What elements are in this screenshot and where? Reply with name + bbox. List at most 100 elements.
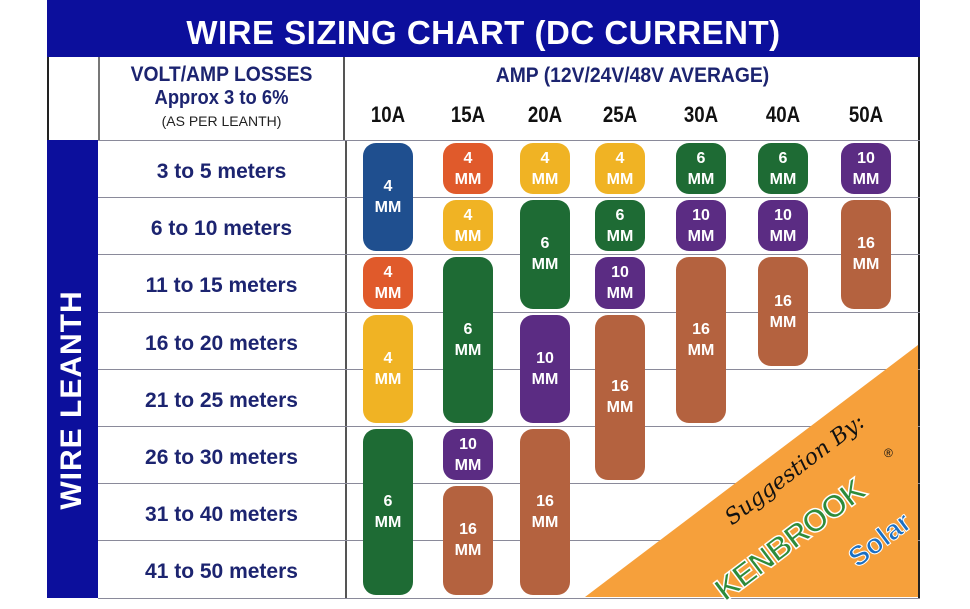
wire-size-value: 4 [383, 263, 393, 281]
row-label: 26 to 30 meters [145, 446, 298, 469]
row-header-line1: VOLT/AMP LOSSES [130, 63, 313, 86]
wire-size-cell: 10 MM [443, 429, 493, 481]
row-label: 6 to 10 meters [150, 217, 293, 241]
wire-size-unit: MM [374, 199, 402, 217]
wire-size-unit: MM [454, 342, 482, 360]
wire-size-unit: MM [374, 370, 402, 388]
wire-size-cell: 6 MM [676, 143, 726, 195]
row-divider [98, 426, 920, 427]
wire-size-unit: MM [852, 170, 880, 188]
wire-size-cell: 4 MM [595, 143, 645, 195]
wire-size-unit: MM [606, 170, 634, 188]
wire-size-unit: MM [606, 284, 634, 302]
wire-size-value: 16 [536, 492, 554, 510]
wire-size-cell: 4 MM [443, 200, 493, 252]
wire-size-unit: MM [531, 370, 559, 388]
wire-size-value: 4 [463, 149, 473, 167]
row-label: 11 to 15 meters [145, 274, 298, 298]
wire-size-cell: 6 MM [363, 429, 413, 595]
wire-size-cell: 16 MM [676, 257, 726, 423]
wire-size-cell: 10 MM [595, 257, 645, 309]
column-label: 10A [370, 102, 406, 127]
wire-size-unit: MM [374, 284, 402, 302]
wire-size-cell: 10 MM [758, 200, 808, 252]
row-divider [98, 140, 920, 141]
wire-size-unit: MM [454, 170, 482, 188]
wire-size-value: 10 [536, 349, 554, 367]
wire-size-value: 10 [611, 263, 629, 281]
wire-size-unit: MM [374, 513, 402, 531]
wire-size-cell: 4 MM [520, 143, 570, 195]
row-header-line2: Approx 3 to 6% [154, 87, 289, 109]
wire-size-cell: 4 MM [443, 143, 493, 195]
wire-size-value: 6 [463, 321, 473, 339]
row-header-line3: (AS PER LEANTH) [161, 113, 282, 129]
wire-size-unit: MM [687, 342, 715, 360]
wire-size-value: 4 [615, 149, 625, 167]
wire-size-cell: 16 MM [758, 257, 808, 366]
wire-size-cell: 10 MM [676, 200, 726, 252]
column-label: 40A [765, 102, 801, 127]
row-divider [98, 597, 920, 599]
side-band [47, 140, 98, 598]
wire-size-cell: 16 MM [595, 314, 645, 481]
chart-title: WIRE SIZING CHART (DC CURRENT) [47, 0, 920, 57]
column-label: 30A [683, 102, 719, 127]
wire-size-unit: MM [531, 513, 559, 531]
wire-size-value: 4 [383, 178, 393, 196]
wire-size-value: 16 [774, 292, 792, 310]
wire-size-unit: MM [454, 542, 482, 560]
wire-size-cell: 6 MM [595, 200, 645, 252]
wire-size-unit: MM [769, 170, 797, 188]
wire-size-unit: MM [769, 313, 797, 331]
column-label: 25A [602, 102, 638, 127]
wire-size-cell: 16 MM [443, 486, 493, 595]
wire-size-value: 6 [696, 149, 706, 167]
wire-size-cell: 16 MM [841, 200, 891, 309]
wire-size-cell: 16 MM [520, 429, 570, 595]
wire-size-value: 10 [774, 206, 792, 224]
row-divider [98, 197, 920, 199]
row-divider [98, 368, 920, 370]
wire-size-value: 10 [692, 206, 710, 224]
wire-size-cell: 4 MM [363, 257, 413, 309]
wire-size-unit: MM [531, 170, 559, 188]
wire-size-value: 16 [692, 321, 710, 339]
row-label: 41 to 50 meters [145, 560, 298, 584]
wire-size-cell: 6 MM [758, 143, 808, 195]
wire-size-cell: 10 MM [841, 143, 891, 195]
column-header: AMP (12V/24V/48V AVERAGE) [495, 64, 770, 87]
wire-size-unit: MM [454, 456, 482, 474]
wire-size-cell: 10 MM [520, 314, 570, 423]
wire-size-value: 4 [383, 349, 393, 367]
column-label: 15A [450, 102, 486, 127]
wire-size-unit: MM [769, 227, 797, 245]
row-divider [98, 311, 920, 313]
orange-triangle [585, 345, 918, 597]
wire-size-cell: 4 MM [363, 314, 413, 423]
wire-size-value: 10 [459, 435, 477, 453]
wire-size-value: 10 [857, 149, 875, 167]
wire-size-unit: MM [852, 256, 880, 274]
row-divider [98, 540, 920, 542]
wire-size-value: 6 [778, 149, 788, 167]
wire-size-unit: MM [454, 227, 482, 245]
wire-size-value: 16 [857, 235, 875, 253]
row-divider [98, 254, 920, 256]
registered-mark: ® [884, 446, 893, 460]
wire-size-cell: 6 MM [520, 200, 570, 309]
wire-size-unit: MM [606, 399, 634, 417]
wire-size-value: 16 [459, 521, 477, 539]
row-label: 3 to 5 meters [156, 160, 287, 183]
column-label: 50A [848, 102, 884, 127]
row-label: 31 to 40 meters [145, 503, 298, 527]
column-label: 20A [527, 102, 563, 127]
row-divider [98, 483, 920, 485]
wire-size-value: 6 [383, 492, 393, 510]
row-label: 16 to 20 meters [145, 331, 298, 355]
wire-size-unit: MM [606, 227, 634, 245]
wire-size-value: 6 [615, 206, 625, 224]
row-header: VOLT/AMP LOSSES Approx 3 to 6% (AS PER L… [98, 57, 345, 140]
row-label: 21 to 25 meters [145, 388, 298, 412]
